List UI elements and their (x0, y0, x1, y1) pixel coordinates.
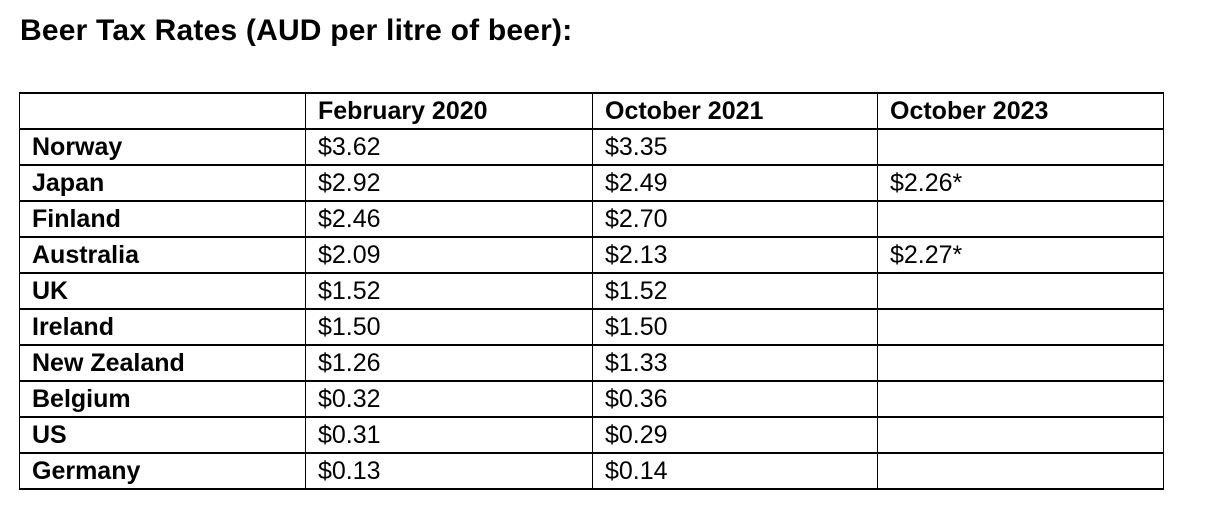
value-cell-oct-2021: $1.33 (592, 344, 878, 382)
country-cell: Japan (19, 164, 306, 202)
country-cell: Belgium (19, 380, 306, 418)
value-cell-oct-2021: $0.14 (592, 452, 878, 490)
value-cell-feb-2020: $2.09 (305, 236, 593, 274)
country-cell: US (19, 416, 306, 454)
value-cell-oct-2021: $0.29 (592, 416, 878, 454)
country-cell: Finland (19, 200, 306, 238)
value-cell-oct-2023 (877, 344, 1164, 382)
table-row: Finland $2.46 $2.70 (19, 200, 1164, 238)
table-row: Norway $3.62 $3.35 (19, 128, 1164, 166)
table-row: New Zealand $1.26 $1.33 (19, 344, 1164, 382)
country-cell: UK (19, 272, 306, 310)
value-cell-oct-2021: $1.52 (592, 272, 878, 310)
value-cell-oct-2023 (877, 308, 1164, 346)
value-cell-oct-2023 (877, 452, 1164, 490)
table-row: Belgium $0.32 $0.36 (19, 380, 1164, 418)
value-cell-feb-2020: $2.46 (305, 200, 593, 238)
country-cell: Ireland (19, 308, 306, 346)
value-cell-oct-2021: $1.50 (592, 308, 878, 346)
value-cell-feb-2020: $1.50 (305, 308, 593, 346)
table-row: Japan $2.92 $2.49 $2.26* (19, 164, 1164, 202)
table-row: US $0.31 $0.29 (19, 416, 1164, 454)
value-cell-oct-2023 (877, 416, 1164, 454)
value-cell-oct-2021: $2.70 (592, 200, 878, 238)
value-cell-oct-2021: $2.13 (592, 236, 878, 274)
value-cell-feb-2020: $0.31 (305, 416, 593, 454)
value-cell-feb-2020: $1.52 (305, 272, 593, 310)
value-cell-oct-2023 (877, 200, 1164, 238)
value-cell-oct-2021: $3.35 (592, 128, 878, 166)
country-cell: Australia (19, 236, 306, 274)
country-cell: Germany (19, 452, 306, 490)
table-row: Ireland $1.50 $1.50 (19, 308, 1164, 346)
value-cell-oct-2021: $0.36 (592, 380, 878, 418)
header-cell-february-2020: February 2020 (305, 92, 593, 130)
table-header-row: February 2020 October 2021 October 2023 (19, 92, 1164, 130)
table-row: Australia $2.09 $2.13 $2.27* (19, 236, 1164, 274)
value-cell-oct-2023: $2.27* (877, 236, 1164, 274)
country-cell: Norway (19, 128, 306, 166)
table-row: UK $1.52 $1.52 (19, 272, 1164, 310)
value-cell-feb-2020: $0.13 (305, 452, 593, 490)
value-cell-feb-2020: $2.92 (305, 164, 593, 202)
value-cell-oct-2023 (877, 380, 1164, 418)
value-cell-oct-2023 (877, 272, 1164, 310)
beer-tax-table: February 2020 October 2021 October 2023 … (19, 92, 1164, 490)
value-cell-oct-2023: $2.26* (877, 164, 1164, 202)
header-cell-october-2023: October 2023 (877, 92, 1164, 130)
table-row: Germany $0.13 $0.14 (19, 452, 1164, 490)
value-cell-feb-2020: $0.32 (305, 380, 593, 418)
value-cell-oct-2023 (877, 128, 1164, 166)
country-cell: New Zealand (19, 344, 306, 382)
value-cell-feb-2020: $3.62 (305, 128, 593, 166)
header-cell-country (19, 92, 306, 130)
header-cell-october-2021: October 2021 (592, 92, 878, 130)
value-cell-oct-2021: $2.49 (592, 164, 878, 202)
value-cell-feb-2020: $1.26 (305, 344, 593, 382)
page-title: Beer Tax Rates (AUD per litre of beer): (20, 14, 573, 47)
